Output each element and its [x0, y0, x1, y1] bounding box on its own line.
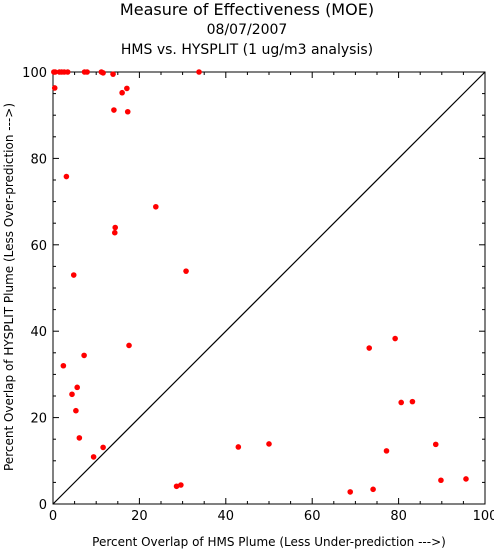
data-point: [392, 335, 398, 342]
data-point: [60, 362, 67, 369]
data-point: [69, 391, 75, 398]
y-tick-label: 60: [30, 239, 47, 254]
data-point: [178, 482, 184, 488]
axes: 0 20 40 60 80 100 0 20 40 60 80 100: [22, 66, 494, 524]
data-point: [112, 224, 119, 231]
y-tick-label: 0: [39, 498, 47, 513]
x-tick-label: 0: [49, 509, 57, 524]
x-tick-label: 80: [390, 509, 407, 524]
chart-analysis-label: HMS vs. HYSPLIT (1 ug/m3 analysis): [120, 42, 374, 58]
x-tick-label: 60: [304, 509, 321, 524]
data-point: [74, 384, 80, 391]
chart-title: Measure of Effectiveness (MOE): [119, 0, 375, 19]
x-tick-label: 20: [131, 509, 148, 524]
y-tick-label: 20: [30, 412, 47, 427]
data-point: [370, 486, 376, 493]
x-tick-label: 100: [473, 509, 494, 524]
data-point: [111, 107, 117, 113]
data-point: [432, 441, 439, 448]
data-point: [235, 444, 242, 450]
data-point: [383, 448, 390, 454]
data-point: [119, 89, 125, 96]
data-point: [111, 229, 118, 236]
data-point: [124, 85, 130, 92]
data-point: [70, 272, 77, 278]
data-point: [51, 85, 58, 91]
y-tick-label: 40: [30, 325, 47, 340]
data-point: [398, 399, 404, 406]
x-axis-label: Percent Overlap of HMS Plume (Less Under…: [92, 535, 446, 549]
data-point: [81, 352, 87, 359]
data-point: [52, 69, 58, 75]
data-point: [409, 398, 416, 405]
data-point: [73, 407, 79, 414]
data-point: [173, 483, 180, 490]
data-points: [51, 69, 469, 495]
data-point: [90, 454, 97, 460]
data-point: [126, 342, 132, 349]
data-point: [76, 435, 83, 441]
data-point: [64, 69, 71, 75]
data-point: [100, 70, 106, 76]
data-point: [463, 476, 469, 482]
data-point: [266, 441, 272, 447]
data-point: [196, 69, 202, 75]
reference-line-layer: [52, 71, 486, 505]
data-point: [100, 444, 106, 451]
data-point: [84, 69, 90, 75]
y-tick-label: 80: [30, 152, 47, 167]
x-tick-label: 40: [218, 509, 235, 524]
data-point: [183, 268, 189, 274]
data-point: [153, 203, 159, 210]
data-point: [124, 108, 131, 115]
chart-title-block: Measure of Effectiveness (MOE) 08/07/200…: [0, 0, 494, 60]
diagonal-reference-line: [52, 71, 486, 505]
data-point: [110, 71, 116, 77]
chart-date: 08/07/2007: [206, 22, 288, 38]
data-point: [63, 173, 70, 180]
y-tick-label: 100: [22, 66, 47, 81]
y-axis-label: Percent Overlap of HYSPLIT Plume (Less O…: [2, 103, 16, 471]
data-point: [347, 489, 354, 495]
data-point: [366, 345, 373, 351]
data-point: [438, 477, 444, 484]
